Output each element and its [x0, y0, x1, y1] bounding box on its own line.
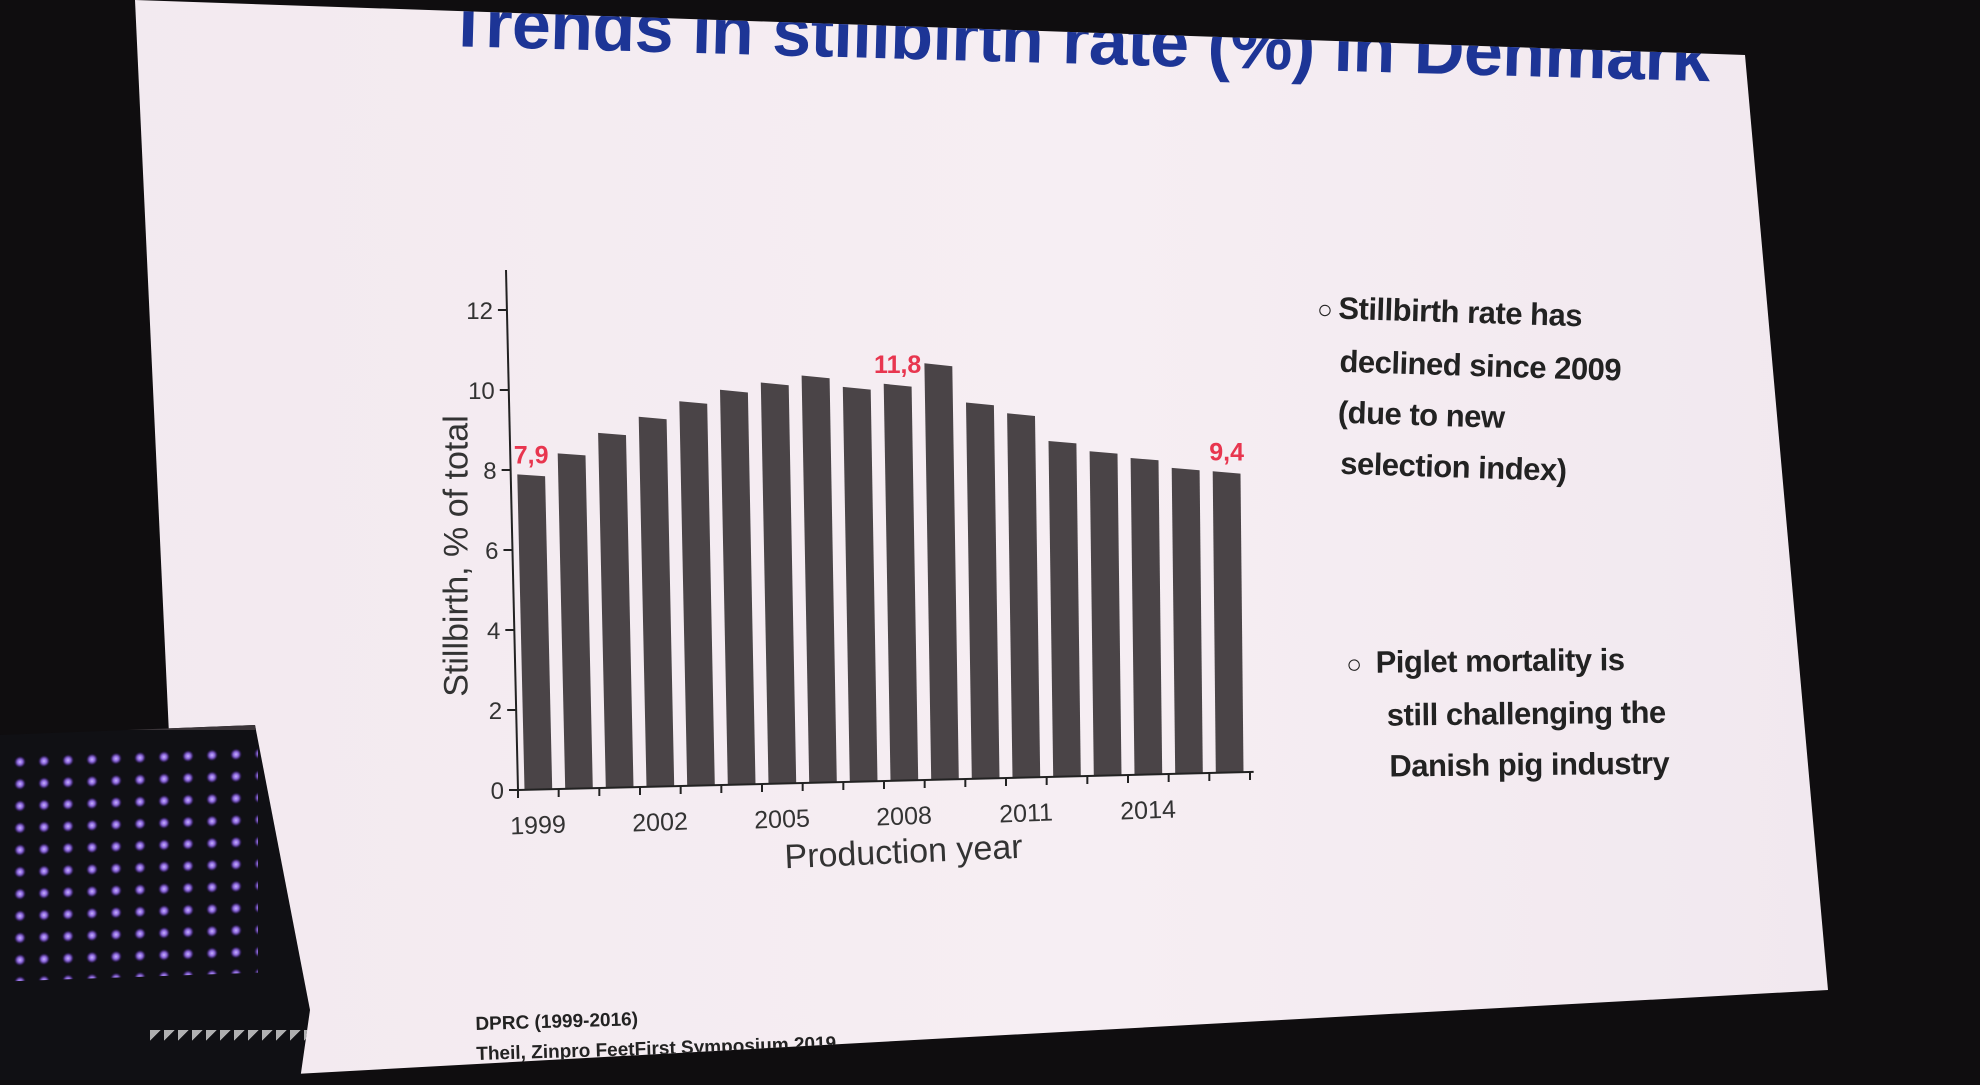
x-tick-label: 1999	[510, 811, 567, 841]
x-tick-label: 2002	[632, 808, 689, 838]
bar-2005	[760, 382, 797, 784]
y-axis	[505, 269, 519, 791]
bullet-line: Danish pig industry	[1389, 745, 1670, 784]
bar-2007	[842, 386, 878, 782]
bar-2013	[1089, 451, 1122, 776]
x-axis	[517, 770, 1254, 791]
bar-2016	[1212, 471, 1244, 773]
y-tick-label: 10	[468, 378, 495, 405]
x-tick-label: 2014	[1120, 796, 1177, 826]
y-tick-label: 4	[487, 618, 500, 645]
bar-2009	[924, 363, 959, 780]
stage-led-panel	[0, 725, 310, 1080]
bar-2000	[557, 453, 593, 789]
bar-2003	[679, 401, 715, 786]
data-label-1999: 7,9	[514, 441, 549, 469]
bar-2011	[1007, 413, 1041, 778]
bar-2001	[598, 432, 634, 788]
bar-2012	[1048, 441, 1081, 777]
x-axis-title: Production year	[784, 828, 1024, 876]
y-tick-label: 0	[491, 778, 504, 805]
bullet-line: selection index)	[1339, 445, 1568, 488]
y-axis-title: Stillbirth, % of total	[438, 415, 476, 697]
led-dot-grid	[8, 742, 258, 982]
y-tick-label: 12	[466, 298, 493, 325]
x-tick-label: 2008	[876, 802, 933, 832]
x-tick-label: 2005	[754, 805, 811, 835]
bar-2006	[801, 375, 837, 783]
bar-2008	[883, 383, 919, 781]
bullet-line: ○ Stillbirth rate has	[1316, 290, 1583, 334]
bullet-marker-icon: ○	[1346, 648, 1362, 679]
bar-2004	[720, 389, 756, 785]
led-panel-edge	[150, 1030, 310, 1060]
bar-1999	[517, 474, 553, 790]
data-label-2016: 9,4	[1209, 438, 1244, 466]
bullet-piglet-mortality: ○ Piglet mortality is still challenging …	[1346, 634, 1669, 792]
bar-2015	[1171, 467, 1203, 774]
y-tick-label: 6	[485, 538, 498, 565]
bullet-line: still challenging the	[1386, 694, 1666, 733]
bar-2014	[1130, 458, 1163, 775]
data-label-2008: 11,8	[874, 351, 921, 379]
x-tick-label: 2011	[999, 799, 1054, 829]
y-tick-label: 2	[489, 698, 502, 725]
bar-2010	[966, 402, 1000, 779]
slide-source: DPRC (1999-2016) Theil, Zinpro FeetFirst…	[475, 999, 837, 1070]
bullet-stillbirth-decline: ○ Stillbirth rate has declined since 2009…	[1312, 282, 1624, 498]
bar-2002	[638, 416, 675, 787]
bullet-marker-icon: ○	[1316, 293, 1333, 325]
bullet-line: ○ Piglet mortality is	[1346, 642, 1625, 680]
y-tick-label: 8	[483, 458, 496, 485]
